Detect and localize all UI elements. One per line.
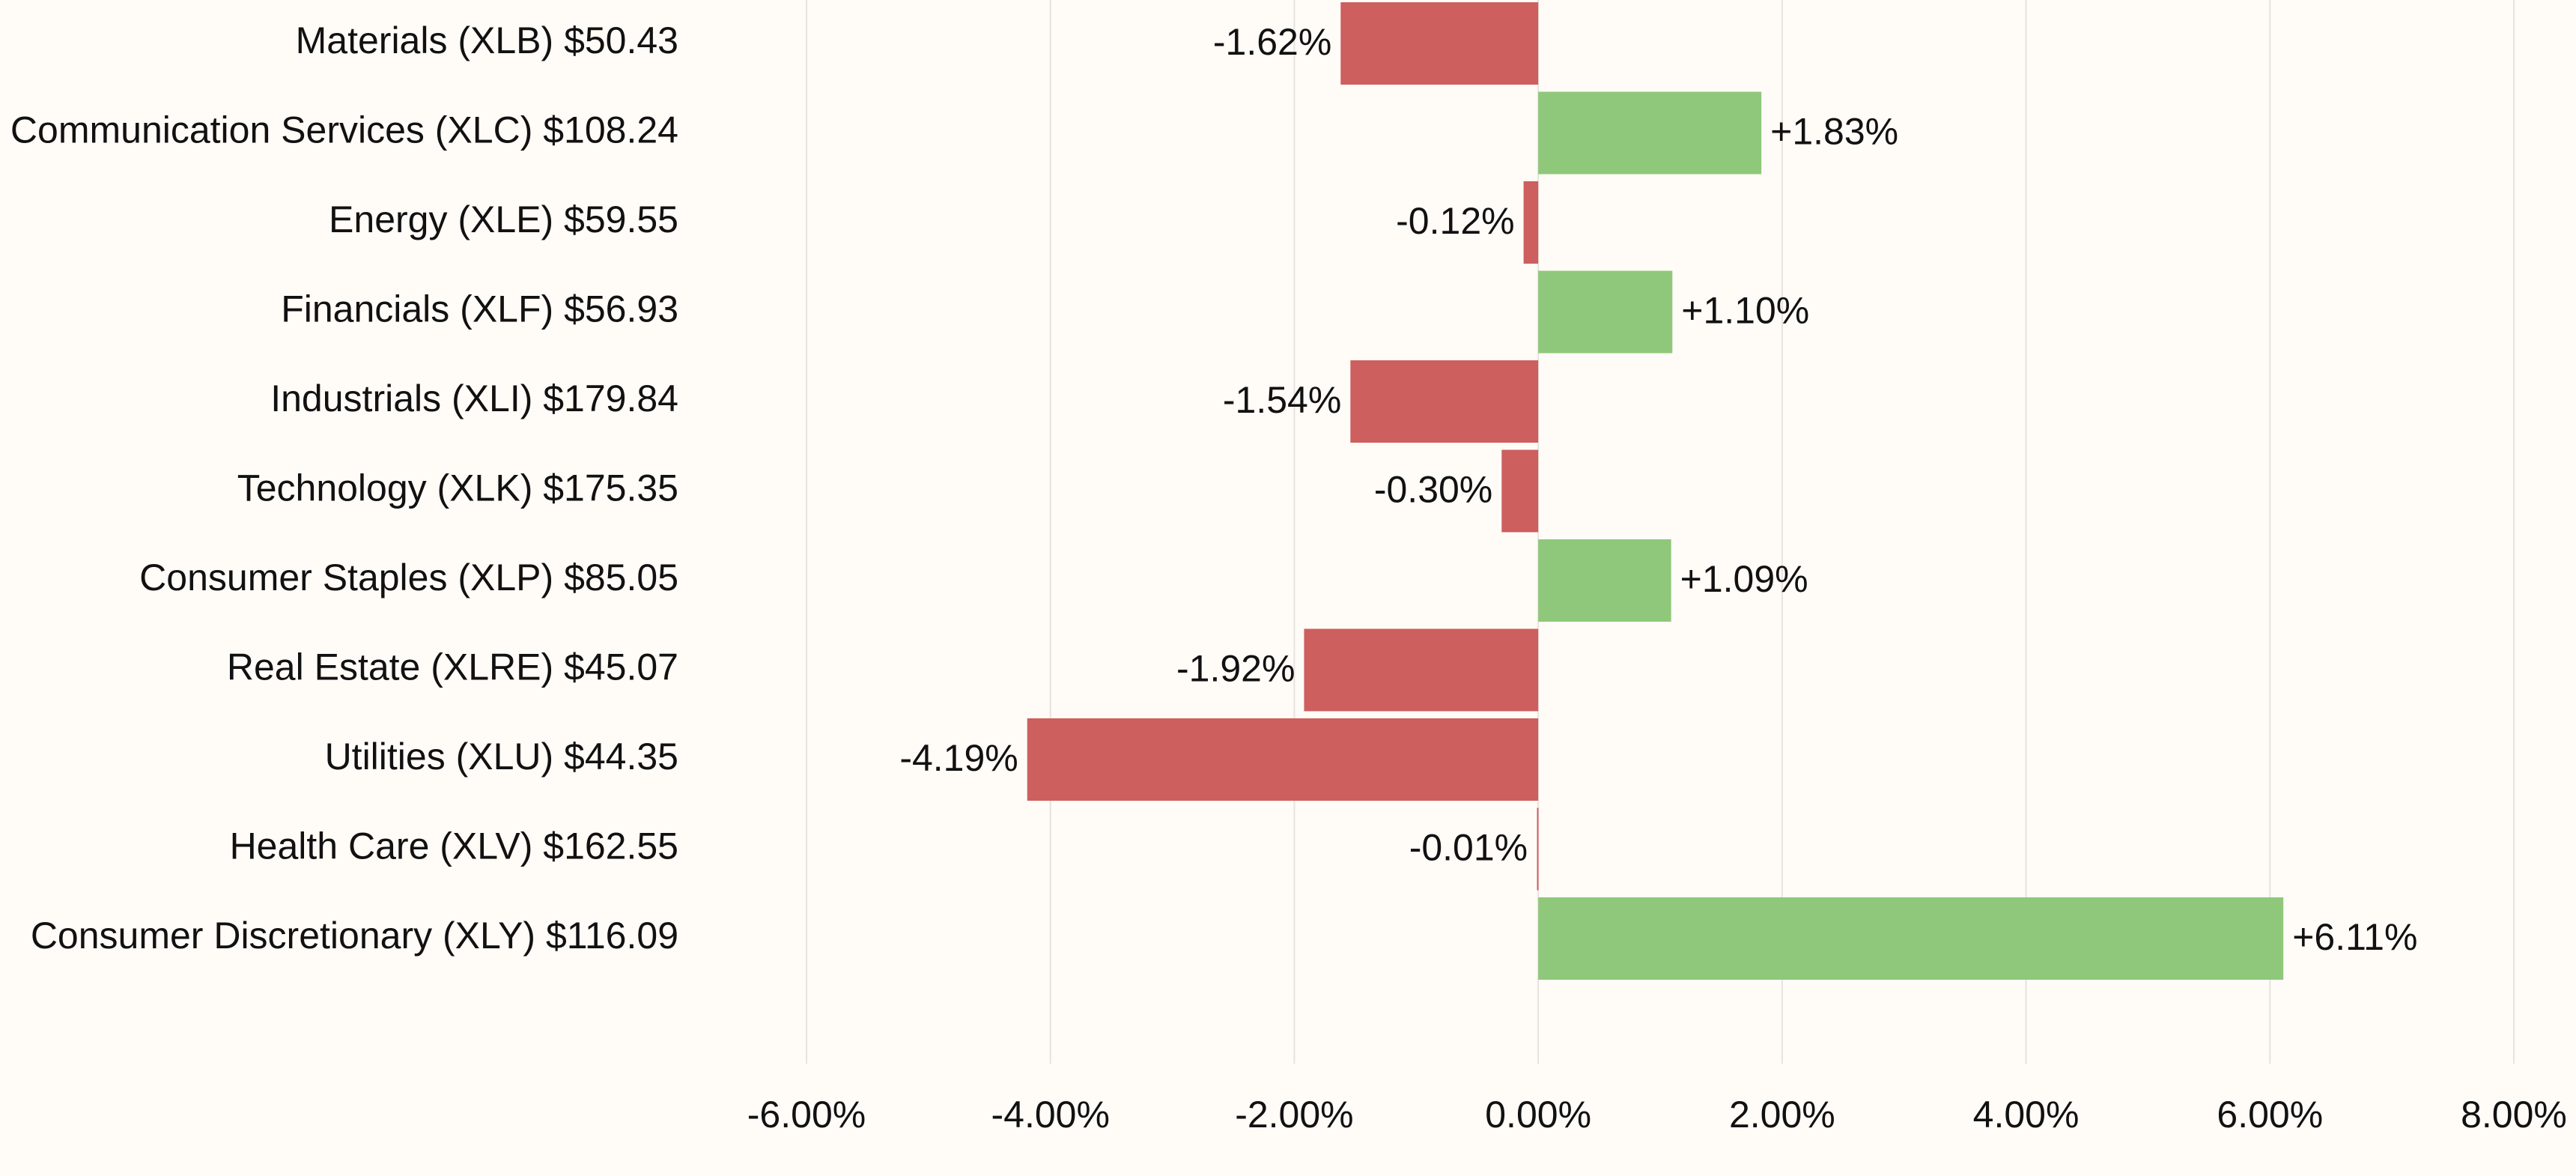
bar <box>1027 718 1539 801</box>
bar-value-label: -0.01% <box>1409 827 1528 869</box>
x-tick-label: 0.00% <box>1485 1094 1591 1136</box>
bars <box>1027 2 2284 980</box>
gridlines <box>806 0 2515 1064</box>
bar-value-label: -0.12% <box>1396 200 1514 242</box>
bar-value-label: -0.30% <box>1374 469 1492 511</box>
category-label: Real Estate (XLRE) $45.07 <box>227 646 678 688</box>
bar-value-label: +1.10% <box>1681 290 1809 332</box>
x-tick-label: 6.00% <box>2217 1094 2323 1136</box>
bar <box>1304 628 1539 712</box>
x-tick-label: 8.00% <box>2461 1094 2567 1136</box>
x-tick-label: -2.00% <box>1235 1094 1353 1136</box>
bar <box>1537 807 1539 891</box>
bar <box>1340 2 1539 85</box>
bar <box>1350 360 1539 443</box>
category-label: Consumer Discretionary (XLY) $116.09 <box>31 915 678 957</box>
category-label: Consumer Staples (XLP) $85.05 <box>139 557 678 598</box>
category-label: Communication Services (XLC) $108.24 <box>10 109 678 151</box>
bar <box>1538 897 2284 980</box>
bar-value-label: +1.09% <box>1680 558 1808 600</box>
bar-value-label: +1.83% <box>1770 111 1898 153</box>
category-label: Materials (XLB) $50.43 <box>296 19 678 61</box>
bar-value-label: -1.92% <box>1176 648 1295 690</box>
x-tick-label: 4.00% <box>1973 1094 2080 1136</box>
x-tick-label: 2.00% <box>1729 1094 1835 1136</box>
bar-value-label: +6.11% <box>2292 916 2417 958</box>
x-axis-ticks: -6.00% -4.00% -2.00% 0.00% 2.00% 4.00% 6.00% 8.… <box>747 1094 2567 1136</box>
category-label: Energy (XLE) $59.55 <box>329 198 678 240</box>
category-label: Utilities (XLU) $44.35 <box>325 736 678 778</box>
category-label: Financials (XLF) $56.93 <box>281 288 678 330</box>
category-label: Health Care (XLV) $162.55 <box>230 825 678 867</box>
bar-value-label: -1.62% <box>1213 21 1331 63</box>
category-label: Technology (XLK) $175.35 <box>237 467 678 509</box>
bar <box>1538 539 1671 622</box>
x-tick-label: -4.00% <box>991 1094 1109 1136</box>
bar-value-label: -1.54% <box>1223 379 1341 421</box>
x-tick-label: -6.00% <box>747 1094 866 1136</box>
bar <box>1501 449 1539 533</box>
value-labels: -1.62% +1.83% -0.12% +1.10% -1.54% -0.30% +1.0… <box>899 21 2417 958</box>
category-label: Industrials (XLI) $179.84 <box>270 378 678 419</box>
category-labels: Materials (XLB) $50.43 Communication Serv… <box>10 19 678 957</box>
bar <box>1523 181 1539 264</box>
bar <box>1538 270 1673 354</box>
bar <box>1538 91 1762 175</box>
bar-value-label: -4.19% <box>899 737 1018 779</box>
